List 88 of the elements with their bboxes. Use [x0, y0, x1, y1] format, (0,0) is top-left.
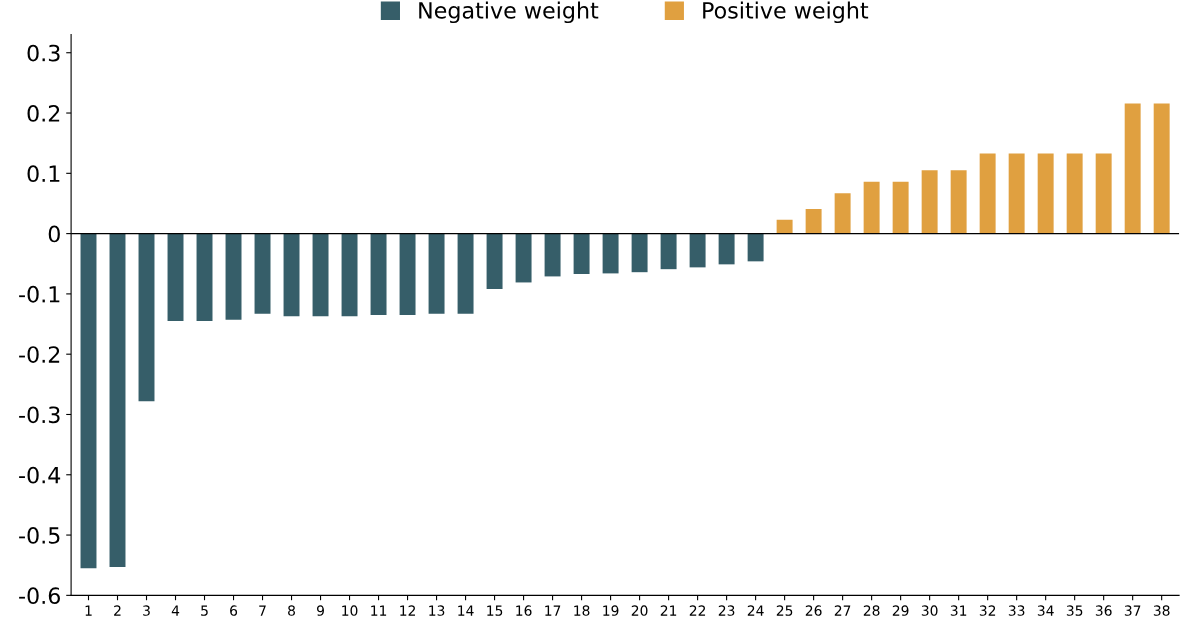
- bar: [341, 233, 358, 317]
- x-tick-label: 26: [805, 605, 822, 616]
- y-tick-label: -0.3: [19, 406, 60, 424]
- bar: [80, 233, 97, 569]
- y-tick-label: 0.2: [27, 104, 60, 122]
- x-tick-label: 36: [1095, 605, 1112, 616]
- x-tick-label: 20: [631, 605, 648, 616]
- bar: [1095, 153, 1112, 234]
- bar: [805, 208, 822, 234]
- x-tick-label: 23: [718, 605, 735, 616]
- y-tick-label: -0.2: [19, 346, 60, 363]
- x-tick-label: 25: [776, 605, 793, 616]
- y-tick-label: 0.1: [27, 165, 60, 183]
- bar: [457, 233, 474, 314]
- x-tick-label: 28: [863, 605, 880, 616]
- bar: [399, 233, 416, 315]
- x-tick-label: 27: [834, 605, 851, 616]
- bar: [776, 219, 793, 234]
- bar: [573, 233, 590, 274]
- bar: [167, 233, 184, 322]
- x-tick-label: 33: [1008, 605, 1025, 616]
- bar: [1037, 153, 1054, 234]
- bar: [254, 233, 271, 314]
- x-tick-label: 34: [1037, 605, 1054, 616]
- bar: [225, 233, 242, 320]
- x-tick-label: 3: [143, 605, 150, 616]
- x-tick-label: 24: [747, 605, 764, 616]
- bar: [370, 233, 387, 315]
- y-tick-label: -0.6: [19, 587, 60, 605]
- bar: [892, 181, 909, 234]
- bar: [1124, 103, 1141, 234]
- bar: [544, 233, 561, 277]
- x-tick-label: 35: [1066, 605, 1083, 616]
- x-tick-label: 1: [85, 605, 92, 616]
- x-tick-label: 10: [342, 605, 358, 616]
- bar: [631, 233, 648, 273]
- bar: [921, 170, 938, 234]
- bar: [1008, 153, 1025, 234]
- x-tick-label: 2: [114, 605, 121, 616]
- legend-label: Negative weight: [419, 1, 599, 24]
- x-tick-label: 15: [487, 605, 503, 616]
- x-tick-label: 12: [400, 605, 415, 616]
- x-tick-label: 30: [921, 605, 938, 616]
- bar: [660, 233, 677, 270]
- bar: [1153, 103, 1170, 234]
- x-tick-label: 8: [288, 605, 295, 616]
- bar: [138, 233, 155, 402]
- x-tick-label: 31: [950, 605, 967, 616]
- x-tick-label: 19: [603, 605, 619, 616]
- bar: [1066, 153, 1083, 234]
- bar: [602, 233, 619, 274]
- x-tick-label: 21: [660, 605, 677, 616]
- y-tick-label: 0.3: [27, 44, 60, 62]
- bar: [689, 233, 706, 268]
- x-tick-label: 22: [689, 605, 706, 616]
- bar: [312, 233, 329, 317]
- x-tick-label: 18: [574, 605, 590, 616]
- legend-label: Positive weight: [703, 1, 869, 24]
- y-tick-label: -0.5: [19, 527, 60, 544]
- bar: [747, 233, 764, 262]
- bar: [283, 233, 300, 317]
- x-tick-label: 9: [317, 605, 324, 616]
- bar: [834, 193, 851, 234]
- y-tick-label: -0.1: [19, 285, 60, 303]
- y-tick-label: 0: [48, 225, 60, 243]
- x-tick-label: 11: [371, 605, 387, 616]
- bar: [863, 181, 880, 234]
- x-tick-label: 17: [545, 605, 561, 616]
- x-tick-label: 32: [979, 605, 996, 616]
- x-tick-label: 38: [1153, 605, 1170, 616]
- x-tick-label: 6: [230, 605, 238, 616]
- x-tick-label: 7: [259, 605, 266, 616]
- x-tick-label: 16: [516, 605, 532, 616]
- x-tick-label: 4: [171, 605, 180, 616]
- bar: [718, 233, 735, 265]
- x-tick-label: 29: [892, 605, 909, 616]
- bar: [109, 233, 126, 568]
- x-tick-label: 37: [1124, 605, 1141, 616]
- bar: [428, 233, 445, 314]
- x-tick-label: 14: [458, 605, 474, 616]
- bar: [486, 233, 503, 290]
- x-tick-label: 5: [201, 605, 208, 616]
- x-tick-label: 13: [429, 605, 445, 616]
- bar: [515, 233, 532, 283]
- y-tick-label: -0.4: [19, 466, 61, 484]
- bar: [950, 170, 967, 234]
- bar: [979, 153, 996, 234]
- bar: [196, 233, 213, 322]
